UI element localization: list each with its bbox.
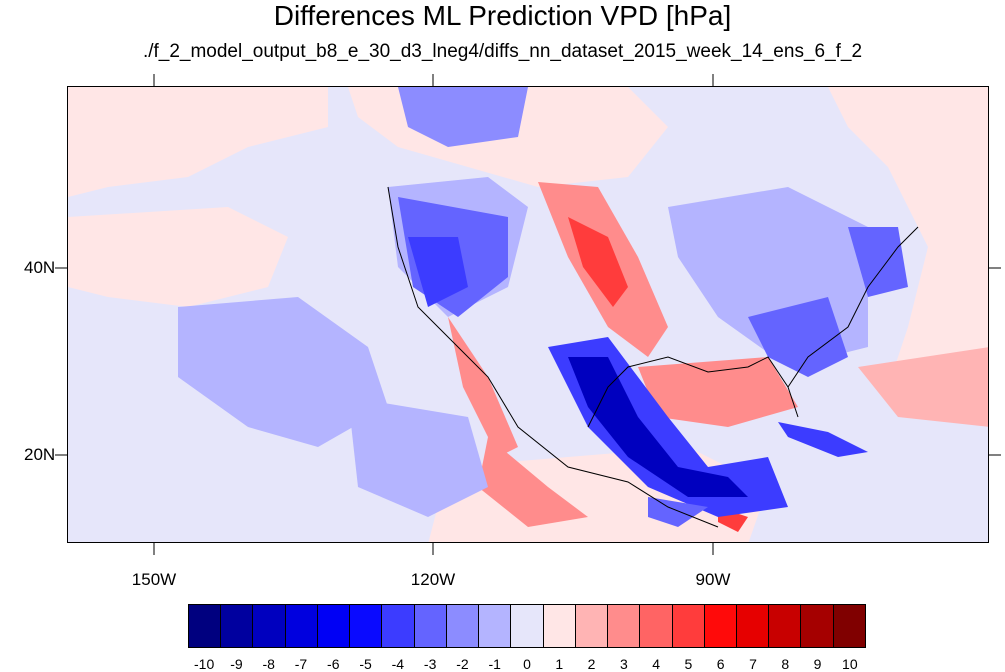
colorbar-swatch [382,605,415,647]
colorbar-swatch [479,605,512,647]
colorbar-label: 8 [781,656,790,672]
lon-label: 150W [131,570,177,589]
map-plot-area [67,86,989,543]
map-subtitle: ./f_2_model_output_b8_e_30_d3_lneg4/diff… [142,41,863,62]
field-region [778,422,868,457]
colorbar-swatch [575,605,609,647]
colorbar-label: 1 [555,656,564,672]
field-region [448,317,518,457]
colorbar-label: -3 [423,656,437,672]
colorbar-swatch [189,605,222,647]
colorbar-label: -5 [359,656,372,672]
field-region [68,207,288,307]
colorbar-swatch [350,605,383,647]
colorbar-label: 2 [587,656,596,672]
colorbar-label: -10 [194,656,215,672]
colorbar-swatch [833,605,865,647]
colorbar-label: 9 [813,656,822,672]
field-region [858,347,988,427]
field-region [568,357,748,497]
field-region [68,87,328,197]
colorbar-label: 6 [716,656,725,672]
colorbar-label: -1 [488,656,501,672]
field-region [848,227,908,297]
colorbar-swatch [543,605,576,647]
colorbar-swatch [801,605,834,647]
colorbar-label: 7 [749,656,757,672]
coastline [387,186,919,528]
colorbar-swatch [511,605,544,647]
field-region [648,497,708,527]
colorbar-label: 3 [619,656,628,672]
colorbar-label: 4 [652,656,661,672]
colorbar-swatch [285,605,318,647]
colorbar-label: 10 [842,656,858,672]
colorbar-label: -7 [294,656,308,672]
colorbar-label: -8 [262,656,275,672]
colorbar-swatch [253,605,286,647]
colorbar-swatch [221,605,254,647]
field-region [638,357,798,427]
field-region [568,217,628,307]
field-region [828,87,988,407]
colorbar-label: -2 [456,656,469,672]
field-region [748,297,848,377]
colorbar [188,604,866,648]
field-region [348,397,488,517]
map-title: Differences ML Prediction VPD [hPa] [273,0,732,31]
colorbar-label: -9 [230,656,243,672]
lat-label: 20N [24,445,56,464]
colorbar-swatch [704,605,737,647]
colorbar-swatch [769,605,802,647]
colorbar-label: 0 [523,656,531,672]
colorbar-swatch [414,605,447,647]
colorbar-label: -4 [391,656,405,672]
vpd-difference-field [68,87,988,542]
colorbar-swatch [608,605,641,647]
lat-label: 40N [24,258,56,277]
colorbar-swatch [672,605,705,647]
colorbar-swatch [736,605,770,647]
colorbar-label: 5 [684,656,693,672]
colorbar-label: -6 [327,656,340,672]
field-region [178,297,388,447]
field-region [408,237,468,307]
colorbar-swatch [446,605,480,647]
lon-label: 90W [695,570,731,589]
field-region [478,437,588,527]
colorbar-swatch [317,605,351,647]
lon-label: 120W [410,570,456,589]
colorbar-swatch [640,605,673,647]
field-region [398,87,528,147]
